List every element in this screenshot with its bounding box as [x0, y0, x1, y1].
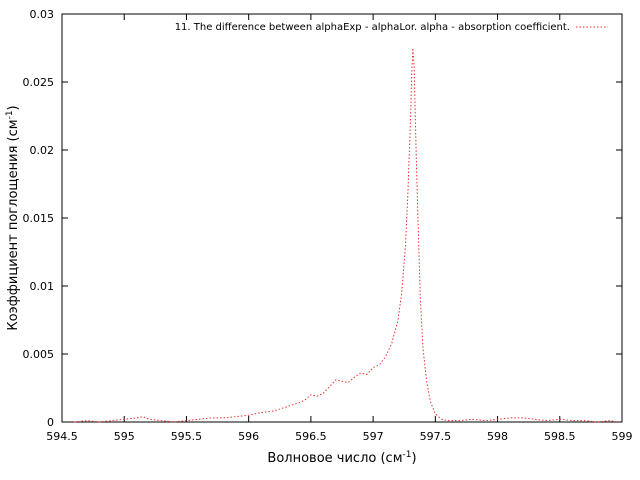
- series-line: [74, 47, 619, 423]
- x-tick-label: 596.5: [295, 430, 327, 443]
- y-axis-label: Коэффициент поглощения (см-1): [5, 105, 21, 330]
- y-tick-label: 0.02: [30, 144, 55, 157]
- plot-frame: [61, 13, 623, 423]
- y-tick-label: 0.03: [30, 8, 55, 21]
- x-axis-label: Волновое число (см-1): [267, 450, 416, 466]
- x-tick-label: 597: [363, 430, 384, 443]
- x-tick-label: 597.5: [420, 430, 452, 443]
- legend-label: 11. The difference between alphaExp - al…: [175, 22, 570, 33]
- y-tick-label: 0.025: [23, 76, 55, 89]
- x-tick-label: 595.5: [171, 430, 203, 443]
- x-tick-label: 595: [114, 430, 135, 443]
- axis-ticks: [61, 13, 623, 423]
- x-tick-label: 599: [612, 430, 633, 443]
- series-group: [74, 47, 619, 423]
- legend: 11. The difference between alphaExp - al…: [175, 22, 608, 33]
- y-tick-label: 0.01: [30, 280, 55, 293]
- y-tick-labels: 0 0.005 0.01 0.015 0.02 0.025 0.03: [23, 8, 55, 429]
- y-tick-label: 0.015: [23, 212, 55, 225]
- x-tick-labels: 594.5 595 595.5 596 596.5 597 597.5 598 598.5 599: [46, 430, 632, 443]
- y-tick-label: 0.005: [23, 348, 55, 361]
- x-tick-label: 598: [487, 430, 508, 443]
- x-tick-label: 594.5: [46, 430, 78, 443]
- x-tick-label: 596: [238, 430, 259, 443]
- x-tick-label: 598.5: [544, 430, 576, 443]
- y-tick-label: 0: [47, 416, 54, 429]
